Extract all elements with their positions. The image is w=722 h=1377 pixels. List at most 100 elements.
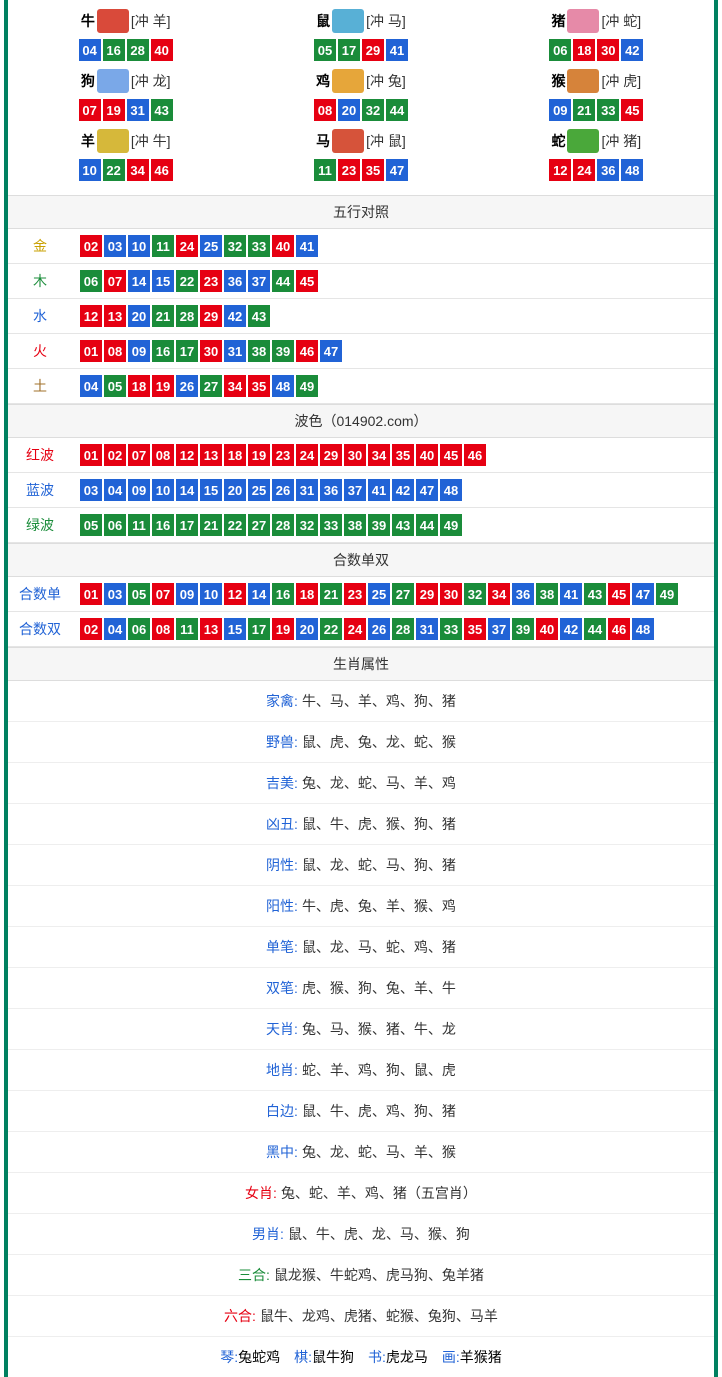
number-ball: 49 xyxy=(656,583,678,605)
number-ball: 16 xyxy=(152,514,174,536)
row-label: 蓝波 xyxy=(8,473,72,508)
zodiac-conflict: [冲 马] xyxy=(366,11,406,31)
zodiac-conflict: [冲 牛] xyxy=(131,131,171,151)
number-ball: 47 xyxy=(632,583,654,605)
zodiac-cell: 鸡[冲 兔]08203244 xyxy=(243,65,478,125)
table-row: 合数双0204060811131517192022242628313335373… xyxy=(8,612,714,647)
number-ball: 01 xyxy=(80,340,102,362)
number-ball: 19 xyxy=(272,618,294,640)
number-ball: 20 xyxy=(338,99,360,121)
number-ball: 14 xyxy=(248,583,270,605)
number-ball: 06 xyxy=(80,270,102,292)
footer-value: 兔蛇鸡 xyxy=(238,1349,280,1365)
number-ball: 32 xyxy=(464,583,486,605)
number-ball: 33 xyxy=(597,99,619,121)
row-label: 火 xyxy=(8,334,72,369)
zodiac-cell: 羊[冲 牛]10223446 xyxy=(8,125,243,185)
zodiac-title: 鸡[冲 兔] xyxy=(243,69,478,93)
table-row: 火0108091617303138394647 xyxy=(8,334,714,369)
attr-value: 兔、蛇、羊、鸡、猪（五宫肖） xyxy=(281,1185,477,1201)
attr-value: 鼠、牛、虎、猴、狗、猪 xyxy=(302,816,456,832)
number-ball: 20 xyxy=(224,479,246,501)
number-ball: 48 xyxy=(621,159,643,181)
attr-row: 家禽:牛、马、羊、鸡、狗、猪 xyxy=(8,681,714,722)
number-ball: 12 xyxy=(224,583,246,605)
number-ball: 10 xyxy=(152,479,174,501)
number-ball: 11 xyxy=(314,159,336,181)
number-ball: 10 xyxy=(128,235,150,257)
wuxing-table: 金02031011242532334041木060714152223363744… xyxy=(8,229,714,404)
footer-label: 棋: xyxy=(294,1349,312,1365)
number-ball: 07 xyxy=(104,270,126,292)
zodiac-title: 马[冲 鼠] xyxy=(243,129,478,153)
zodiac-icon xyxy=(567,129,599,153)
number-ball: 03 xyxy=(104,235,126,257)
number-ball: 19 xyxy=(103,99,125,121)
number-ball: 15 xyxy=(200,479,222,501)
number-ball: 37 xyxy=(488,618,510,640)
number-ball: 07 xyxy=(128,444,150,466)
number-ball: 24 xyxy=(573,159,595,181)
number-ball: 13 xyxy=(104,305,126,327)
attr-row: 野兽:鼠、虎、兔、龙、蛇、猴 xyxy=(8,722,714,763)
number-ball: 30 xyxy=(597,39,619,61)
zodiac-icon xyxy=(97,69,129,93)
number-ball: 43 xyxy=(584,583,606,605)
number-ball: 47 xyxy=(386,159,408,181)
number-ball: 20 xyxy=(128,305,150,327)
number-ball: 05 xyxy=(104,375,126,397)
number-ball: 40 xyxy=(151,39,173,61)
zodiac-name: 牛 xyxy=(81,11,95,31)
number-ball: 26 xyxy=(368,618,390,640)
attr-label: 男肖: xyxy=(252,1226,284,1242)
number-ball: 26 xyxy=(272,479,294,501)
number-ball: 24 xyxy=(344,618,366,640)
footer-label: 琴: xyxy=(220,1349,238,1365)
number-ball: 42 xyxy=(560,618,582,640)
row-label: 金 xyxy=(8,229,72,264)
attr-row: 地肖:蛇、羊、鸡、狗、鼠、虎 xyxy=(8,1050,714,1091)
attr-row: 凶丑:鼠、牛、虎、猴、狗、猪 xyxy=(8,804,714,845)
number-ball: 21 xyxy=(200,514,222,536)
heshu-table: 合数单0103050709101214161821232527293032343… xyxy=(8,577,714,647)
number-ball: 26 xyxy=(176,375,198,397)
attr-value: 蛇、羊、鸡、狗、鼠、虎 xyxy=(302,1062,456,1078)
number-ball: 28 xyxy=(392,618,414,640)
number-ball: 33 xyxy=(440,618,462,640)
number-ball: 25 xyxy=(368,583,390,605)
number-ball: 30 xyxy=(344,444,366,466)
attr-row: 天肖:兔、马、猴、猪、牛、龙 xyxy=(8,1009,714,1050)
number-ball: 02 xyxy=(80,235,102,257)
number-ball: 49 xyxy=(440,514,462,536)
zodiac-icon xyxy=(97,129,129,153)
attr-value: 鼠、牛、虎、龙、马、猴、狗 xyxy=(288,1226,470,1242)
number-ball: 17 xyxy=(248,618,270,640)
number-ball: 19 xyxy=(248,444,270,466)
number-ball: 41 xyxy=(560,583,582,605)
number-ball: 19 xyxy=(152,375,174,397)
number-ball: 38 xyxy=(344,514,366,536)
number-ball: 46 xyxy=(464,444,486,466)
footer-value: 羊猴猪 xyxy=(460,1349,502,1365)
number-ball: 10 xyxy=(200,583,222,605)
number-ball: 35 xyxy=(464,618,486,640)
number-ball: 23 xyxy=(338,159,360,181)
number-ball: 45 xyxy=(296,270,318,292)
row-nums: 0102070812131819232429303435404546 xyxy=(72,438,714,473)
number-ball: 13 xyxy=(200,444,222,466)
number-ball: 18 xyxy=(573,39,595,61)
number-ball: 37 xyxy=(248,270,270,292)
zodiac-name: 狗 xyxy=(81,71,95,91)
number-ball: 46 xyxy=(151,159,173,181)
attr-value: 鼠、牛、虎、鸡、狗、猪 xyxy=(302,1103,456,1119)
attr-label: 双笔: xyxy=(266,980,298,996)
number-ball: 06 xyxy=(128,618,150,640)
number-ball: 16 xyxy=(272,583,294,605)
number-ball: 42 xyxy=(392,479,414,501)
row-nums: 04051819262734354849 xyxy=(72,369,714,404)
row-label: 合数单 xyxy=(8,577,72,612)
row-nums: 0103050709101214161821232527293032343638… xyxy=(72,577,714,612)
number-ball: 04 xyxy=(80,375,102,397)
number-ball: 41 xyxy=(368,479,390,501)
number-ball: 41 xyxy=(386,39,408,61)
